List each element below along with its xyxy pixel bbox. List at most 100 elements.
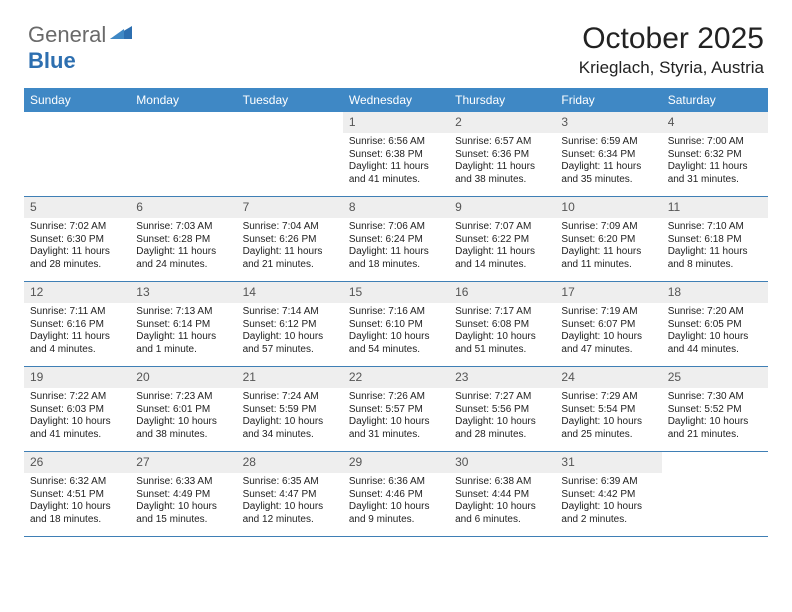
day-d2: and 2 minutes. xyxy=(561,514,655,527)
day-cell: 26Sunrise: 6:32 AMSunset: 4:51 PMDayligh… xyxy=(24,452,130,536)
day-number: 31 xyxy=(555,452,661,473)
day-number: 15 xyxy=(343,282,449,303)
day-d2: and 18 minutes. xyxy=(30,514,124,527)
day-cell: 6Sunrise: 7:03 AMSunset: 6:28 PMDaylight… xyxy=(130,197,236,281)
day-d2: and 31 minutes. xyxy=(668,174,762,187)
day-body: Sunrise: 6:35 AMSunset: 4:47 PMDaylight:… xyxy=(237,476,343,526)
day-ss: Sunset: 5:56 PM xyxy=(455,404,549,417)
day-body: Sunrise: 6:33 AMSunset: 4:49 PMDaylight:… xyxy=(130,476,236,526)
day-d2: and 4 minutes. xyxy=(30,344,124,357)
day-cell: 9Sunrise: 7:07 AMSunset: 6:22 PMDaylight… xyxy=(449,197,555,281)
day-cell: 14Sunrise: 7:14 AMSunset: 6:12 PMDayligh… xyxy=(237,282,343,366)
day-cell xyxy=(237,112,343,196)
day-cell: 29Sunrise: 6:36 AMSunset: 4:46 PMDayligh… xyxy=(343,452,449,536)
weekday-sunday: Sunday xyxy=(24,88,130,112)
day-cell: 23Sunrise: 7:27 AMSunset: 5:56 PMDayligh… xyxy=(449,367,555,451)
day-sr: Sunrise: 7:00 AM xyxy=(668,136,762,149)
day-ss: Sunset: 4:47 PM xyxy=(243,489,337,502)
day-number: 11 xyxy=(662,197,768,218)
day-d2: and 25 minutes. xyxy=(561,429,655,442)
day-sr: Sunrise: 7:07 AM xyxy=(455,221,549,234)
day-sr: Sunrise: 7:22 AM xyxy=(30,391,124,404)
day-d1: Daylight: 10 hours xyxy=(30,416,124,429)
day-body: Sunrise: 7:16 AMSunset: 6:10 PMDaylight:… xyxy=(343,306,449,356)
weekday-saturday: Saturday xyxy=(662,88,768,112)
day-cell: 5 Sunrise: 7:02 AMSunset: 6:30 PMDaylight… xyxy=(24,197,130,281)
day-ss: Sunset: 4:42 PM xyxy=(561,489,655,502)
weekday-monday: Monday xyxy=(130,88,236,112)
day-ss: Sunset: 6:03 PM xyxy=(30,404,124,417)
day-ss: Sunset: 6:07 PM xyxy=(561,319,655,332)
day-cell: 16Sunrise: 7:17 AMSunset: 6:08 PMDayligh… xyxy=(449,282,555,366)
day-sr: Sunrise: 6:36 AM xyxy=(349,476,443,489)
day-body: Sunrise: 7:10 AMSunset: 6:18 PMDaylight:… xyxy=(662,221,768,271)
day-d2: and 47 minutes. xyxy=(561,344,655,357)
day-sr: Sunrise: 7:06 AM xyxy=(349,221,443,234)
day-ss: Sunset: 6:24 PM xyxy=(349,234,443,247)
day-d1: Daylight: 10 hours xyxy=(349,331,443,344)
week-row: 1Sunrise: 6:56 AMSunset: 6:38 PMDaylight… xyxy=(24,112,768,197)
day-cell: 30Sunrise: 6:38 AMSunset: 4:44 PMDayligh… xyxy=(449,452,555,536)
day-sr: Sunrise: 7:14 AM xyxy=(243,306,337,319)
title-block: October 2025 Krieglach, Styria, Austria xyxy=(579,22,764,78)
day-number xyxy=(24,112,130,132)
day-ss: Sunset: 6:18 PM xyxy=(668,234,762,247)
day-ss: Sunset: 6:01 PM xyxy=(136,404,230,417)
day-ss: Sunset: 6:36 PM xyxy=(455,149,549,162)
day-number: 27 xyxy=(130,452,236,473)
day-sr: Sunrise: 7:19 AM xyxy=(561,306,655,319)
day-d1: Daylight: 10 hours xyxy=(136,416,230,429)
day-body: Sunrise: 6:59 AMSunset: 6:34 PMDaylight:… xyxy=(555,136,661,186)
day-number: 13 xyxy=(130,282,236,303)
brand-blue: Blue xyxy=(28,48,76,73)
day-number: 17 xyxy=(555,282,661,303)
day-d1: Daylight: 11 hours xyxy=(668,246,762,259)
day-ss: Sunset: 6:22 PM xyxy=(455,234,549,247)
day-cell: 20Sunrise: 7:23 AMSunset: 6:01 PMDayligh… xyxy=(130,367,236,451)
day-sr: Sunrise: 7:16 AM xyxy=(349,306,443,319)
day-number: 25 xyxy=(662,367,768,388)
day-ss: Sunset: 6:38 PM xyxy=(349,149,443,162)
day-d1: Daylight: 10 hours xyxy=(243,501,337,514)
day-ss: Sunset: 5:57 PM xyxy=(349,404,443,417)
day-sr: Sunrise: 6:32 AM xyxy=(30,476,124,489)
day-d1: Daylight: 11 hours xyxy=(455,161,549,174)
day-body: Sunrise: 7:03 AMSunset: 6:28 PMDaylight:… xyxy=(130,221,236,271)
day-d1: Daylight: 11 hours xyxy=(136,246,230,259)
brand-logo: General xyxy=(28,22,134,48)
day-ss: Sunset: 6:16 PM xyxy=(30,319,124,332)
day-d1: Daylight: 11 hours xyxy=(561,161,655,174)
day-body: Sunrise: 7:02 AMSunset: 6:30 PMDaylight:… xyxy=(24,221,130,271)
day-body: Sunrise: 6:39 AMSunset: 4:42 PMDaylight:… xyxy=(555,476,661,526)
day-number: 4 xyxy=(662,112,768,133)
day-d2: and 8 minutes. xyxy=(668,259,762,272)
day-cell: 7Sunrise: 7:04 AMSunset: 6:26 PMDaylight… xyxy=(237,197,343,281)
day-sr: Sunrise: 6:57 AM xyxy=(455,136,549,149)
day-number: 10 xyxy=(555,197,661,218)
day-number: 22 xyxy=(343,367,449,388)
day-cell: 28Sunrise: 6:35 AMSunset: 4:47 PMDayligh… xyxy=(237,452,343,536)
day-body: Sunrise: 7:22 AMSunset: 6:03 PMDaylight:… xyxy=(24,391,130,441)
day-sr: Sunrise: 7:04 AM xyxy=(243,221,337,234)
day-d1: Daylight: 10 hours xyxy=(136,501,230,514)
day-d2: and 12 minutes. xyxy=(243,514,337,527)
day-body: Sunrise: 7:14 AMSunset: 6:12 PMDaylight:… xyxy=(237,306,343,356)
day-sr: Sunrise: 7:09 AM xyxy=(561,221,655,234)
weekday-thursday: Thursday xyxy=(449,88,555,112)
day-body: Sunrise: 7:26 AMSunset: 5:57 PMDaylight:… xyxy=(343,391,449,441)
day-d2: and 21 minutes. xyxy=(243,259,337,272)
day-d2: and 15 minutes. xyxy=(136,514,230,527)
day-ss: Sunset: 6:28 PM xyxy=(136,234,230,247)
day-sr: Sunrise: 7:03 AM xyxy=(136,221,230,234)
day-d1: Daylight: 10 hours xyxy=(561,501,655,514)
day-d1: Daylight: 11 hours xyxy=(668,161,762,174)
day-sr: Sunrise: 7:30 AM xyxy=(668,391,762,404)
day-number: 5 xyxy=(24,197,130,218)
brand-triangle-icon xyxy=(110,23,132,44)
day-cell: 17Sunrise: 7:19 AMSunset: 6:07 PMDayligh… xyxy=(555,282,661,366)
day-ss: Sunset: 6:08 PM xyxy=(455,319,549,332)
day-d1: Daylight: 11 hours xyxy=(561,246,655,259)
day-cell: 18Sunrise: 7:20 AMSunset: 6:05 PMDayligh… xyxy=(662,282,768,366)
day-sr: Sunrise: 7:27 AM xyxy=(455,391,549,404)
day-number: 29 xyxy=(343,452,449,473)
